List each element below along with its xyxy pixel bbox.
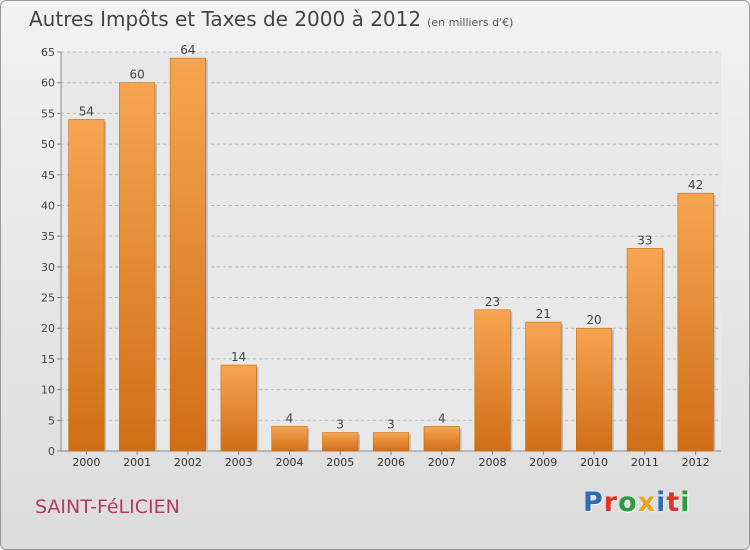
town-name: SAINT-FéLICIEN bbox=[35, 496, 180, 518]
y-tick-label: 65 bbox=[41, 46, 55, 59]
y-tick-label: 35 bbox=[41, 230, 55, 243]
logo-letter: i bbox=[656, 487, 667, 518]
bar-value-label: 54 bbox=[79, 105, 94, 119]
logo-letter: i bbox=[680, 487, 691, 518]
y-tick-label: 5 bbox=[48, 414, 55, 427]
logo-letter: t bbox=[666, 487, 681, 518]
y-tick-label: 60 bbox=[41, 77, 55, 90]
chart-subtitle: (en milliers d'€) bbox=[427, 16, 514, 29]
bar bbox=[372, 432, 410, 452]
bar bbox=[474, 309, 511, 452]
logo-letter: r bbox=[603, 487, 619, 518]
y-tick-label: 50 bbox=[41, 138, 55, 151]
x-tick-label: 2011 bbox=[631, 456, 659, 469]
bar bbox=[271, 426, 308, 452]
bar-value-label: 21 bbox=[536, 307, 551, 321]
bar-value-label: 14 bbox=[231, 350, 246, 364]
bar bbox=[322, 432, 359, 452]
bar bbox=[525, 321, 562, 452]
bar-value-label: 33 bbox=[637, 233, 652, 247]
logo-letter: o bbox=[618, 487, 638, 518]
x-tick-label: 2007 bbox=[428, 456, 456, 469]
y-tick-label: 30 bbox=[41, 261, 55, 274]
bar bbox=[220, 364, 257, 452]
chart-title-text: Autres Impôts et Taxes de 2000 à 2012 bbox=[29, 7, 422, 31]
bar bbox=[119, 82, 156, 452]
y-tick-label: 10 bbox=[41, 384, 55, 397]
logo-letter: P bbox=[583, 487, 604, 518]
bar-value-label: 64 bbox=[180, 43, 195, 57]
y-tick-label: 45 bbox=[41, 169, 55, 182]
x-tick-label: 2009 bbox=[529, 456, 557, 469]
bar bbox=[423, 426, 460, 452]
plot-area bbox=[61, 52, 721, 451]
bar bbox=[626, 248, 663, 452]
y-tick-label: 40 bbox=[41, 199, 55, 212]
bar-value-label: 4 bbox=[286, 411, 294, 425]
bar bbox=[576, 327, 613, 452]
chart-title: Autres Impôts et Taxes de 2000 à 2012 (en… bbox=[29, 7, 513, 31]
proxiti-logo: Proxiti bbox=[583, 487, 691, 518]
logo-letter: x bbox=[637, 487, 657, 518]
bar bbox=[169, 57, 206, 452]
bar-value-label: 23 bbox=[485, 295, 500, 309]
y-tick-label: 55 bbox=[41, 107, 55, 120]
bar-value-label: 60 bbox=[130, 68, 145, 82]
bar bbox=[68, 119, 105, 452]
bar-value-label: 42 bbox=[688, 178, 703, 192]
bar-value-label: 3 bbox=[336, 418, 344, 432]
bar-value-label: 4 bbox=[438, 411, 446, 425]
x-tick-label: 2010 bbox=[580, 456, 608, 469]
bar-value-label: 3 bbox=[387, 418, 395, 432]
x-tick-label: 2012 bbox=[682, 456, 710, 469]
x-tick-label: 2008 bbox=[479, 456, 507, 469]
y-tick-label: 0 bbox=[48, 445, 55, 458]
x-tick-label: 2005 bbox=[326, 456, 354, 469]
bar bbox=[677, 192, 714, 452]
x-tick-label: 2006 bbox=[377, 456, 405, 469]
y-tick-label: 15 bbox=[41, 353, 55, 366]
x-tick-label: 2003 bbox=[225, 456, 253, 469]
x-tick-label: 2004 bbox=[275, 456, 303, 469]
x-tick-label: 2002 bbox=[174, 456, 202, 469]
y-tick-label: 20 bbox=[41, 322, 55, 335]
bar-value-label: 20 bbox=[586, 313, 601, 327]
x-tick-label: 2001 bbox=[123, 456, 151, 469]
y-tick-label: 25 bbox=[41, 292, 55, 305]
x-tick-label: 2000 bbox=[72, 456, 100, 469]
